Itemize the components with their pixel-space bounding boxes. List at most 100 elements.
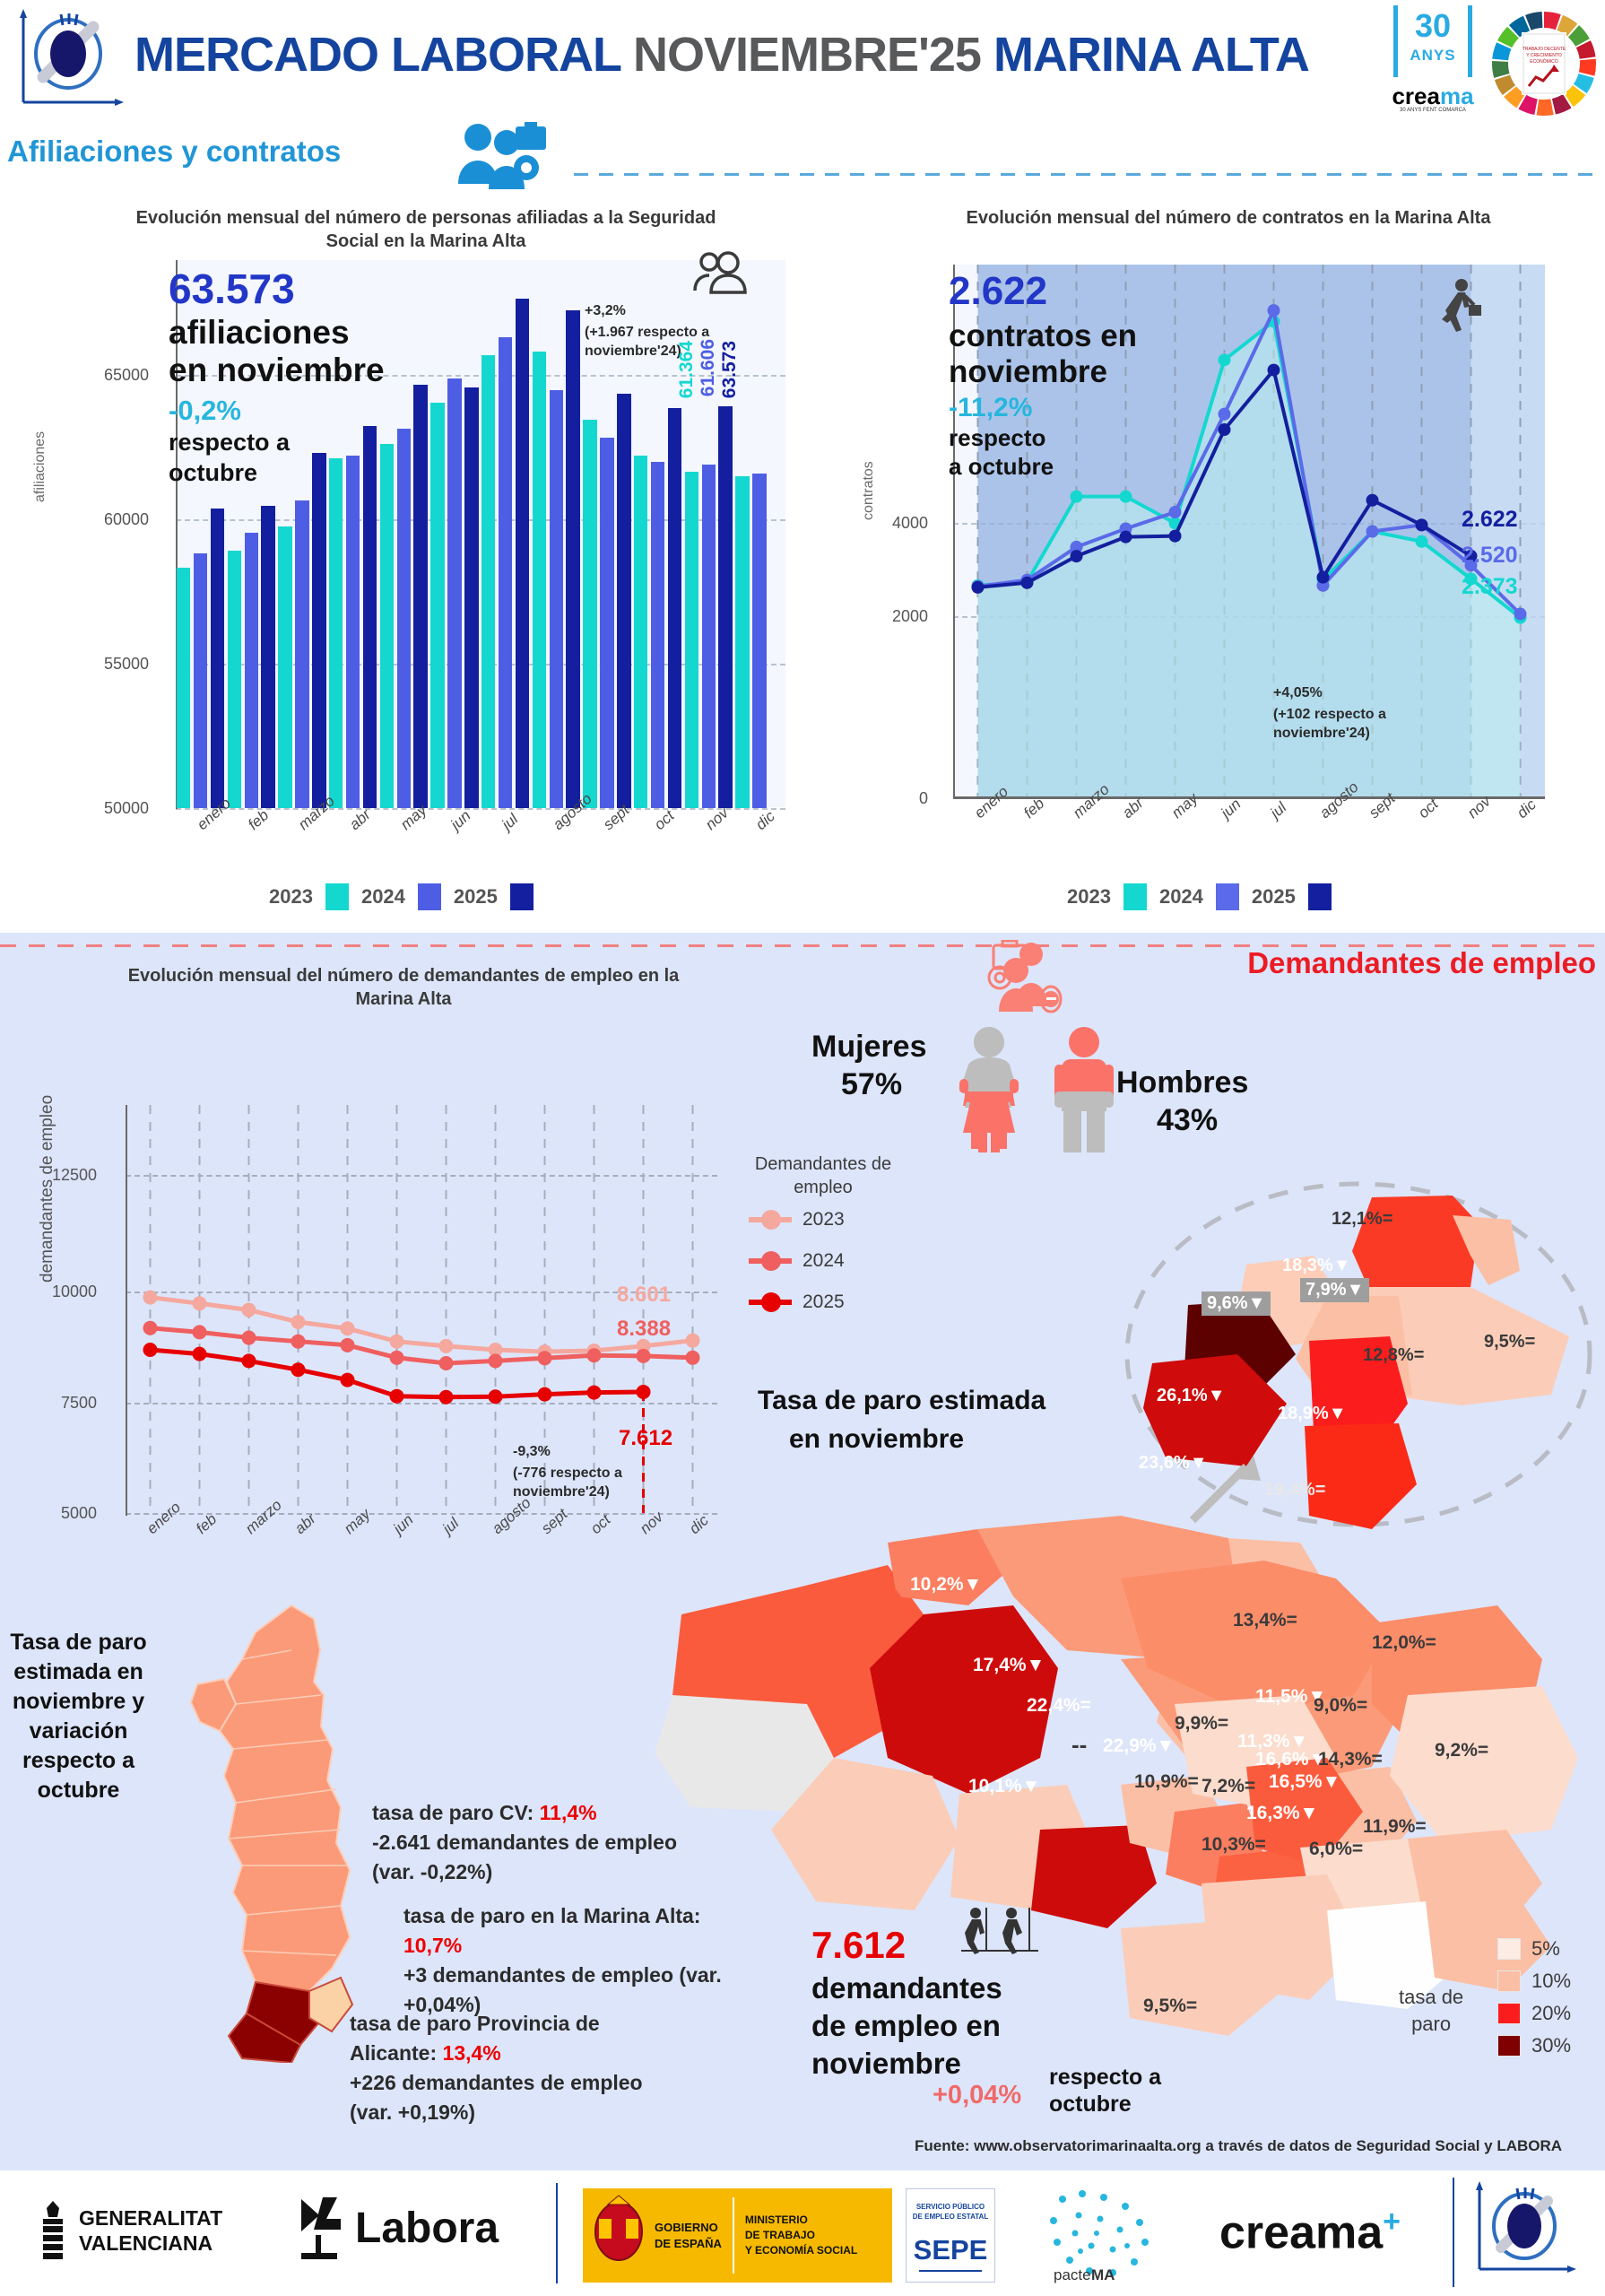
chart2-legend-label-2025: 2025 <box>1251 885 1296 908</box>
stat-ma-detail: +3 demandantes de empleo (var. +0,04%) <box>403 1963 722 2016</box>
chart1-delta-text-1: respecto a <box>169 429 291 456</box>
total-demandantes-value: 7.612 <box>811 1924 907 1966</box>
unemployment-rate-title-2: en noviembre <box>789 1424 965 1454</box>
chart1-bar-2023-marzo <box>278 526 292 808</box>
chart3-ytick-12500: 12500 <box>51 1166 97 1184</box>
chart2-point-2025-oct <box>1415 518 1428 532</box>
inset-map-label: 7,9%▼ <box>1300 1278 1370 1302</box>
gob-line2: DE ESPAÑA <box>655 2236 722 2250</box>
main-map-label: 12,0%= <box>1372 1632 1436 1653</box>
inset-map-label: 18,9%▼ <box>1278 1404 1347 1423</box>
main-map-label: 16,6%▼ <box>1255 1749 1328 1770</box>
source-note: Fuente: www.observatorimarinaalta.org a … <box>915 2137 1563 2154</box>
chart3-point-2023-dic <box>685 1333 700 1348</box>
chart3-point-2024-agosto <box>488 1353 503 1369</box>
labora-wordmark: Labora <box>355 2204 499 2252</box>
chart1-legend-swatch-2023 <box>325 883 349 910</box>
gob-line4: DE TRABAJO <box>744 2229 815 2241</box>
province-alicante-map <box>189 1604 354 2063</box>
chart1-gridline <box>176 664 785 665</box>
chart3-legend-marker-2025 <box>749 1292 792 1312</box>
chart1-bar-2024-feb <box>244 532 259 808</box>
svg-text:MA: MA <box>1091 2266 1115 2283</box>
chart1-ytick-65000: 65000 <box>103 366 149 384</box>
chart1-legend-swatch-2025 <box>509 883 534 910</box>
chart1-legend: 2023 2024 2025 <box>269 883 534 910</box>
page-header: MERCADO LABORAL NOVIEMBRE'25 MARINA ALTA… <box>0 0 1605 126</box>
sepe-line1: SERVICIO PÚBLICO <box>915 2203 985 2211</box>
total-demandantes-line3: noviembre <box>811 2047 961 2080</box>
stat-cv-label: tasa de paro CV: <box>372 1801 540 1824</box>
chart3-line-2024 <box>150 1326 693 1366</box>
chart3-gridline <box>126 1513 717 1515</box>
observatori-eye-logo-footer <box>1471 2179 1578 2285</box>
total-demandantes-line1: demandantes <box>811 1971 1002 2005</box>
chart1-bar-2023-enero <box>177 568 191 808</box>
map-legend-title-1: tasa de <box>1399 1986 1464 2008</box>
svg-text:Y CRECIMIENTO: Y CRECIMIENTO <box>1526 53 1562 58</box>
chart3-point-2025-may <box>340 1372 355 1387</box>
logo-creama: creama+ <box>1219 2205 1401 2259</box>
map-legend-title: tasa de paro <box>1399 1984 1463 2038</box>
page-footer: GENERALITAT VALENCIANA Labora GOBIERNO D… <box>0 2170 1605 2296</box>
chart1-bar-2024-dic <box>752 473 767 808</box>
section-divider-blue <box>574 173 1596 176</box>
chart1-gridline <box>176 808 785 810</box>
chart3-label-2024: 8.388 <box>617 1317 672 1341</box>
chart3-line-2023 <box>150 1295 693 1354</box>
chart1-bar-2025-abr <box>362 425 377 808</box>
chart3-point-2025-feb <box>192 1346 207 1361</box>
chart3-legend-item-2023: 2023 <box>749 1209 845 1231</box>
chart1-y-axis-label: afiliaciones <box>32 430 48 502</box>
svg-text:TRABAJO DECENTE: TRABAJO DECENTE <box>1523 47 1566 52</box>
chart3-gridline <box>126 1292 717 1293</box>
map-legend-label: 30% <box>1531 2034 1572 2057</box>
gob-line5: Y ECONOMÍA SOCIAL <box>744 2244 858 2257</box>
chart2-point-2025-may <box>1168 529 1182 543</box>
creama-footer-ma: ma <box>1315 2206 1384 2259</box>
chart2-point-2025-feb <box>1020 576 1034 589</box>
chart1-bar-2024-nov <box>701 464 716 808</box>
chart1-ytick-50000: 50000 <box>103 799 149 817</box>
chart1-bar-2023-nov <box>684 471 699 808</box>
chart3-legend-item-2025: 2025 <box>749 1292 845 1313</box>
chart3-point-2023-enero <box>143 1290 158 1305</box>
chart2-point-2024-marzo <box>1070 540 1083 553</box>
chart3-y-axis-label: demandantes de empleo <box>38 1094 56 1283</box>
chart3-point-2024-nov <box>636 1348 651 1363</box>
chart3-point-2023-abr <box>291 1314 306 1329</box>
chart3-point-2023-jul <box>438 1338 454 1353</box>
inset-map-label: 23,6%▼ <box>1139 1453 1208 1473</box>
chart2-series-svg <box>971 265 1545 796</box>
group-people-icon <box>692 251 748 294</box>
chart2-point-2023-marzo <box>1070 490 1083 503</box>
chart1-bar-2024-oct <box>650 461 665 808</box>
footer-divider-2 <box>1453 2178 1454 2287</box>
chart2-legend: 2023 2024 2025 <box>1067 883 1332 910</box>
svg-text:pacte: pacte <box>1054 2266 1091 2283</box>
men-label: Hombres <box>1116 1065 1249 1100</box>
inset-map-label: 26,1%▼ <box>1157 1386 1226 1405</box>
chart2-point-2024-nov <box>1464 559 1478 572</box>
chart3-legend-label-2023: 2023 <box>802 1209 845 1230</box>
chart2-delta-text-2: a octubre <box>949 453 1054 480</box>
stat-alicante-detail: +226 demandantes de empleo (var. +0,19%) <box>350 2071 643 2124</box>
chart3-point-2023-feb <box>192 1296 207 1311</box>
chart2-point-2024-jul <box>1267 304 1280 317</box>
chart1-bar-2025-nov <box>718 405 733 808</box>
main-map-label: 14,3%= <box>1318 1749 1383 1770</box>
stat-ma-label: tasa de paro en la Marina Alta: <box>403 1904 701 1927</box>
chart1-bar-label-2024: 61.606 <box>698 339 718 397</box>
footer-divider <box>556 2183 558 2283</box>
chart2-line-2023 <box>977 317 1522 620</box>
chart1-bar-2023-may <box>379 443 395 808</box>
chart3-point-2024-dic <box>685 1350 700 1365</box>
chart3-point-2024-feb <box>192 1325 207 1340</box>
chart3-point-2024-marzo <box>241 1330 256 1345</box>
chart2-delta-text-1: respecto <box>949 424 1046 451</box>
logo-labora: Labora <box>296 2196 499 2260</box>
inset-map-label: 19,4%= <box>1264 1480 1326 1500</box>
svg-text:ECONÓMICO: ECONÓMICO <box>1530 58 1558 65</box>
main-map-label: 10,2%▼ <box>910 1574 983 1595</box>
main-map-label: 16,5%▼ <box>1269 1771 1341 1792</box>
